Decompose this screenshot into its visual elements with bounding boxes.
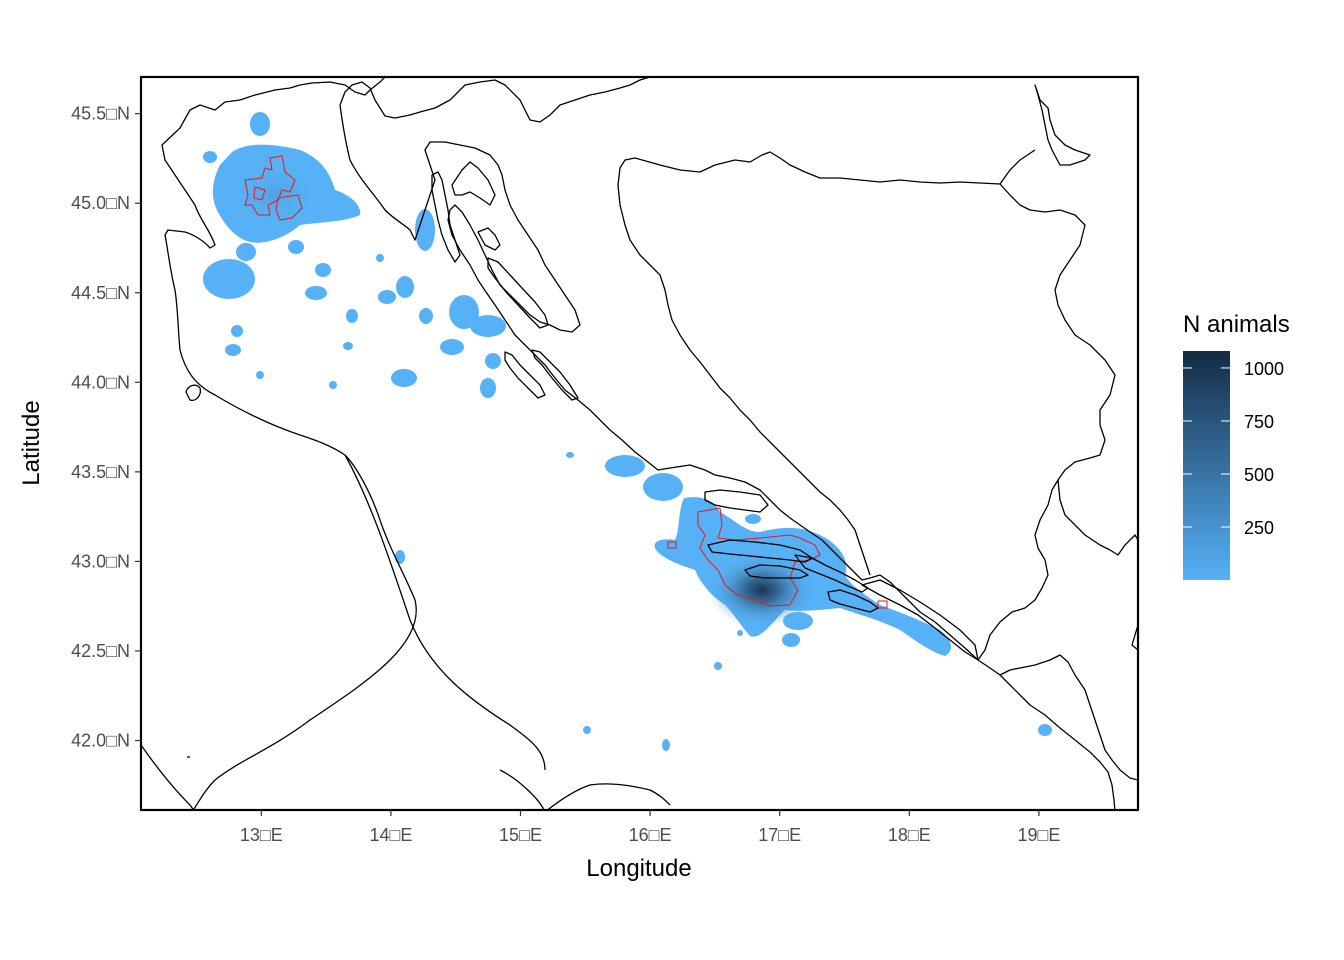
- balkan-coastline: [339, 77, 1116, 810]
- x-axis: 13□E 14□E 15□E 16□E 17□E 18□E 19□E: [240, 810, 1060, 845]
- y-axis-title: Latitude: [18, 400, 45, 485]
- hotspot-north: [235, 165, 315, 225]
- y-tick-label: 44.0□N: [71, 372, 130, 392]
- map-layers: [141, 77, 1138, 810]
- inland-border: [619, 151, 1138, 556]
- legend-tick-label: 250: [1244, 518, 1274, 538]
- x-tick-label: 13□E: [240, 825, 283, 845]
- y-tick-label: 42.0□N: [71, 731, 130, 751]
- legend: N animals 250 500 750 1000: [1183, 311, 1290, 580]
- hotspot-south: [707, 552, 817, 628]
- coastlines: [141, 77, 1138, 810]
- x-axis-title: Longitude: [586, 855, 691, 882]
- legend-tick-label: 1000: [1244, 359, 1284, 379]
- y-tick-label: 42.5□N: [71, 641, 130, 661]
- legend-colorbar: [1183, 351, 1230, 580]
- y-tick-label: 44.5□N: [71, 283, 130, 303]
- y-tick-label: 43.0□N: [71, 551, 130, 571]
- x-tick-label: 18□E: [888, 825, 931, 845]
- panel-border: [139, 75, 1140, 812]
- y-tick-label: 43.5□N: [71, 462, 130, 482]
- italy-coastline: [141, 77, 671, 810]
- x-tick-label: 16□E: [629, 825, 672, 845]
- x-tick-label: 15□E: [499, 825, 542, 845]
- y-axis: 42.0□N 42.5□N 43.0□N 43.5□N 44.0□N 44.5□N 45.0…: [71, 104, 141, 751]
- legend-tick-label: 500: [1244, 465, 1274, 485]
- x-tick-label: 19□E: [1017, 825, 1060, 845]
- y-tick-label: 45.0□N: [71, 193, 130, 213]
- legend-tick-label: 750: [1244, 412, 1274, 432]
- legend-ticks: 250 500 750 1000: [1183, 359, 1284, 538]
- x-tick-label: 17□E: [758, 825, 801, 845]
- x-tick-label: 14□E: [369, 825, 412, 845]
- legend-title: N animals: [1183, 311, 1290, 338]
- y-tick-label: 45.5□N: [71, 104, 130, 124]
